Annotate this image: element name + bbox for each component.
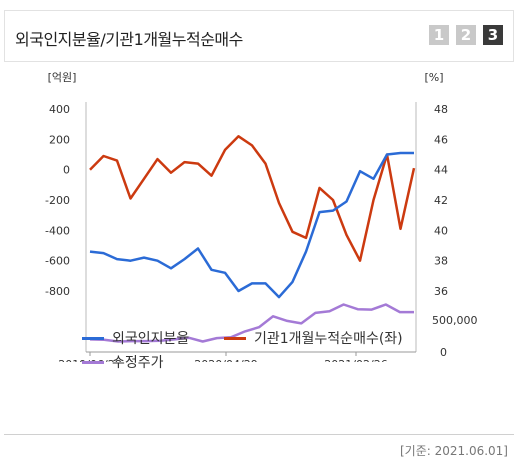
left-tick-label-2: 0	[63, 164, 70, 177]
right-tick-label-5: 38	[434, 255, 448, 268]
left-tick-label-3: -200	[45, 194, 70, 207]
right-axis-unit: [%]	[424, 71, 443, 84]
x-tick-label-1: 2020/04/29	[194, 358, 257, 362]
left-tick-label-5: -600	[45, 255, 70, 268]
left-tick-label-1: 200	[49, 133, 70, 146]
legend-label-price: 수정주가	[112, 355, 164, 371]
page-button-1[interactable]: 1	[429, 25, 449, 45]
lower-tick-label-0: 500,000	[432, 314, 478, 327]
series-line-foreign	[89, 151, 414, 299]
page-selector: 1 2 3	[429, 25, 503, 45]
legend-label-institution: 기관1개월누적순매수(좌)	[254, 331, 403, 347]
legend-item-foreign: 외국인지분율	[82, 328, 189, 348]
right-tick-label-3: 42	[434, 194, 448, 207]
page-button-2[interactable]: 2	[456, 25, 476, 45]
legend-swatch-price	[82, 360, 104, 364]
chart-svg: [억원] [%]4002000-200-400-600-8004846444240…	[45, 71, 478, 362]
right-tick-label-0: 48	[434, 103, 448, 116]
legend-swatch-institution	[224, 336, 246, 340]
legend-item-institution: 기관1개월누적순매수(좌)	[224, 328, 403, 348]
basis-date: [기준: 2021.06.01]	[399, 444, 508, 458]
right-tick-label-4: 40	[434, 224, 448, 237]
legend-label-foreign: 외국인지분율	[112, 331, 190, 347]
left-tick-label-4: -400	[45, 224, 70, 237]
right-tick-label-1: 46	[434, 133, 448, 146]
series-line-institution	[89, 135, 416, 262]
page-button-3[interactable]: 3	[483, 25, 503, 45]
left-axis-unit: [억원]	[48, 71, 77, 84]
lower-tick-label-1: 0	[440, 346, 447, 359]
left-tick-label-6: -800	[45, 285, 70, 298]
footer-divider	[4, 434, 514, 435]
chart-area: [억원] [%] 400 200 0 -200 -400 -600 -800 48 46 44 42 40…	[4, 62, 514, 444]
legend-item-price: 수정주가	[82, 352, 164, 372]
right-tick-label-6: 36	[434, 285, 448, 298]
right-tick-label-2: 44	[434, 164, 448, 177]
chart-title: 외국인지분율/기관1개월누적순매수	[15, 30, 243, 49]
chart-header: 외국인지분율/기관1개월누적순매수 1 2 3	[4, 10, 514, 62]
series-line-price	[89, 303, 414, 343]
left-tick-label-0: 400	[49, 103, 70, 116]
x-tick-label-2: 2021/02/26	[324, 358, 387, 362]
x-tick-label-0: 2019/06/28	[58, 358, 121, 362]
legend-swatch-foreign	[82, 336, 104, 340]
chart-card: 외국인지분율/기관1개월누적순매수 1 2 3 [억원] [%] 400 200 0 -2…	[4, 10, 514, 458]
